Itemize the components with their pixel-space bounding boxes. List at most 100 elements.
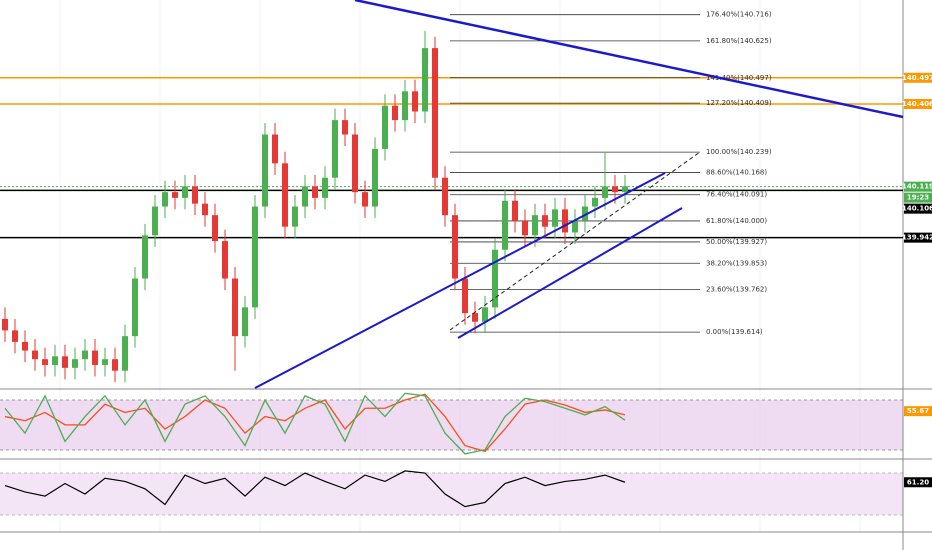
candle-body [282,163,288,227]
candle-body [262,134,268,207]
candle-body [92,350,98,365]
marks: 176.40%(140.716) 161.80%(140.625) 141.40%(… [0,11,903,508]
candle-body [132,278,138,337]
stoch-tag: 55.67 [907,407,929,415]
vertical-grid [59,0,861,532]
candle-body [142,235,148,279]
candle-body [212,215,218,242]
rsi-line [4,470,626,508]
candle-body [162,192,168,207]
candle-body [552,209,558,227]
candle-body [292,206,298,227]
candle-body [332,120,338,178]
trend-line [254,172,666,389]
price-tag-bg [904,232,932,243]
fib-label: 176.40%(140.716) [706,11,772,19]
trend-line [354,0,904,119]
stoch-d-line [4,393,626,453]
fib-label: 127.20%(140.409) [706,99,772,107]
candle-body [592,197,598,207]
candle-body [222,241,228,279]
fib-label: 38.20%(139.853) [706,259,767,267]
candle-body [322,177,328,198]
candle-body [582,206,588,221]
fib-label: 76.40%(140.091) [706,191,767,199]
rsi-tag: 61.20 [907,478,929,486]
price-tag: 140.406 [902,100,932,108]
candle-body [492,249,498,308]
candle-body [152,206,158,236]
candle-body [112,359,118,371]
candle-body [172,192,178,198]
candle-body [242,307,248,337]
price-tags: 140.497 140.406 140.119 19:23 140.106 139.942… [902,72,932,488]
candle-body [102,359,108,365]
fib-label: 23.60%(139.762) [706,285,767,293]
candle-body [82,350,88,360]
price-tag: 140.497 [902,74,932,82]
candle-body [422,48,428,112]
candle-body [32,350,38,360]
candle-body [312,186,318,198]
rsi-tag-bg [904,477,932,488]
candle-body [602,186,608,198]
candle-body [362,192,368,207]
candle-body [302,186,308,207]
candle-body [392,105,398,121]
price-tag-bg [904,98,932,109]
candle-body [412,91,418,112]
candle-body [402,91,408,121]
candle-body [2,318,8,331]
candle-body [462,278,468,314]
fib-label: 50.00%(139.927) [706,238,767,246]
fib-label: 161.80%(140.625) [706,37,772,45]
price-tag: 140.106 [902,205,932,213]
price-tag: 140.119 [902,183,932,191]
price-tag: 139.942 [902,234,932,242]
candle-body [612,186,618,193]
candle-body [272,134,278,164]
candle-body [532,215,538,236]
candle-body [382,105,388,149]
countdown-tag: 19:23 [907,194,929,202]
candle-body [562,209,568,233]
candle-body [52,356,58,365]
candle-body [42,359,48,365]
candle-body [372,148,378,207]
candle-body [542,215,548,227]
candle-body [512,200,518,221]
candle-body [502,200,508,250]
candle-body [522,220,528,236]
fib-label: 88.60%(140.168) [706,169,767,177]
trend-line [457,207,683,339]
candle-body [352,134,358,193]
fib-label: 100.00%(140.239) [706,148,772,156]
price-tag-bg [904,72,932,83]
candle-body [482,307,488,322]
rsi-band [0,473,903,515]
candle-body [72,359,78,368]
stoch-k-line [4,392,626,455]
fib-label: 61.80%(140.000) [706,217,767,225]
candle-body [342,120,348,135]
candle-body [442,177,448,216]
candle-body [122,336,128,371]
candle-body [252,206,258,308]
price-tag-bg [904,203,932,214]
stoch-tag-bg [904,406,932,417]
candle-body [12,330,18,342]
dashed-line [449,151,701,331]
candle-body [192,186,198,204]
candle-body [232,278,238,337]
candle-body [22,341,28,351]
candle-body [622,186,628,193]
fib-label: 141.40%(140.497) [706,74,772,82]
fib-label: 0.00%(139.614) [706,328,763,336]
countdown-tag-bg [904,192,932,203]
price-tag-bg [904,181,932,192]
candle-body [202,203,208,216]
candle-body [472,313,478,322]
candle-body [182,186,188,198]
candle-body [432,48,438,178]
